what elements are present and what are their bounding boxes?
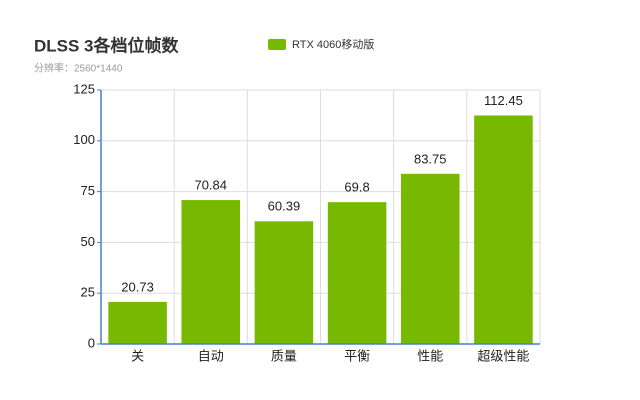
bar xyxy=(254,221,314,344)
x-tick-label: 平衡 xyxy=(344,348,370,363)
y-tick-label: 50 xyxy=(81,234,95,249)
data-label: 60.39 xyxy=(268,199,301,214)
x-tick-label: 关 xyxy=(131,348,144,363)
chart-subtitle: 分辨率：2560*1440 xyxy=(34,62,123,75)
x-tick-label: 自动 xyxy=(198,348,224,363)
bar xyxy=(181,200,241,344)
data-label: 69.8 xyxy=(344,180,369,195)
x-tick-label: 性能 xyxy=(417,348,443,363)
x-tick-label: 质量 xyxy=(271,348,297,363)
data-label: 20.73 xyxy=(121,279,154,294)
y-tick-label: 0 xyxy=(88,335,95,350)
bar xyxy=(108,301,167,344)
bar xyxy=(400,173,460,344)
chart-title: DLSS 3各档位帧数 xyxy=(34,35,180,55)
y-tick-label: 100 xyxy=(73,132,95,147)
data-label: 112.45 xyxy=(484,93,523,108)
data-label: 83.75 xyxy=(414,151,447,166)
bar xyxy=(474,115,533,344)
legend-label: RTX 4060移动版 xyxy=(292,37,374,51)
bar xyxy=(327,202,387,344)
y-tick-label: 125 xyxy=(73,81,95,96)
x-tick-label: 超级性能 xyxy=(477,348,529,363)
y-tick-label: 25 xyxy=(81,285,95,300)
legend-swatch xyxy=(268,39,286,50)
y-tick-label: 75 xyxy=(81,183,95,198)
data-label: 70.84 xyxy=(194,177,227,192)
